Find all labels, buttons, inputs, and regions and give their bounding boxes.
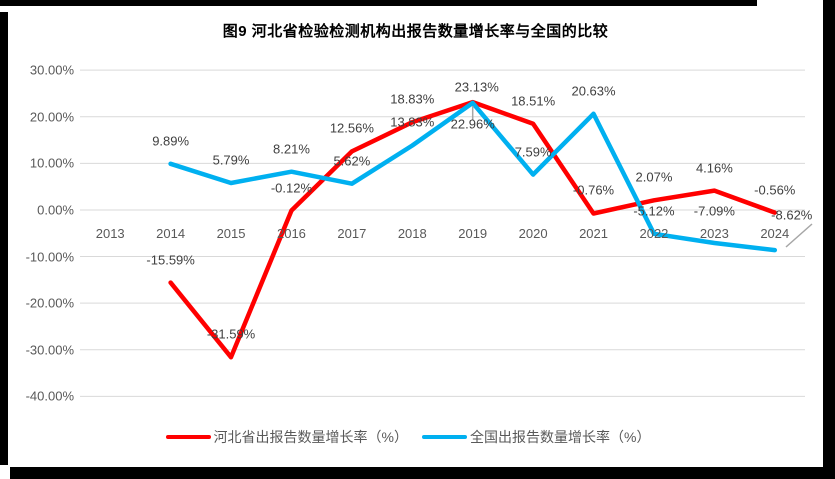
x-axis-label-2022: 2022 — [639, 226, 669, 241]
legend-label-hebei: 河北省出报告数量增长率（%） — [213, 429, 408, 445]
y-tick-label: 0.00% — [37, 202, 74, 218]
data-label-0-2022: 2.07% — [635, 169, 673, 185]
legend-line-red-icon — [165, 435, 211, 439]
legend-item-national: 全国出报告数量增长率（%） — [422, 427, 650, 447]
legend-label-national: 全国出报告数量增长率（%） — [470, 429, 651, 445]
label-leader-line — [785, 223, 813, 248]
legend-item-hebei: 河北省出报告数量增长率（%） — [165, 427, 408, 447]
data-label-1-2015: 5.79% — [212, 152, 250, 168]
y-tick-label: -40.00% — [25, 388, 74, 404]
x-axis-label-2018: 2018 — [397, 226, 427, 241]
x-axis-label-2021: 2021 — [579, 226, 608, 241]
y-tick-label: -10.00% — [25, 249, 74, 265]
data-label-0-2017: 12.56% — [329, 120, 374, 136]
x-axis-label-2019: 2019 — [458, 226, 488, 241]
data-label-0-2016: -0.12% — [270, 180, 313, 195]
data-label-0-2020: 18.51% — [511, 93, 556, 109]
data-label-0-2021: -0.76% — [572, 182, 615, 198]
x-axis-label-2023: 2023 — [699, 226, 729, 241]
data-label-1-2017: 5.62% — [333, 153, 371, 169]
legend-line-blue-icon — [422, 435, 467, 439]
x-axis-label-2016: 2016 — [276, 226, 306, 241]
y-tick-label: -30.00% — [25, 342, 74, 358]
y-tick-label: 30.00% — [29, 62, 74, 78]
data-label-1-2020: 7.59% — [514, 144, 552, 160]
x-axis-label-2024: 2024 — [760, 226, 790, 241]
black-border-left — [0, 12, 8, 465]
chart-area[interactable]: 图9 河北省检验检测机构出报告数量增长率与全国的比较 30.00% 20.00% 1… — [8, 6, 823, 467]
y-tick-label: 10.00% — [29, 155, 74, 171]
series-line-1 — [168, 100, 778, 253]
black-border-right — [823, 0, 835, 479]
x-axis-label-2015: 2015 — [216, 226, 246, 241]
chart-title: 图9 河北省检验检测机构出报告数量增长率与全国的比较 — [222, 23, 609, 40]
data-label-0-2023: 4.16% — [695, 160, 733, 176]
x-axis-label-2014: 2014 — [156, 226, 186, 241]
data-label-1-2014: 9.89% — [152, 133, 190, 149]
legend: 河北省出报告数量增长率（%） 全国出报告数量增长率（%） — [8, 427, 808, 447]
data-label-0-2019: 23.13% — [454, 79, 499, 95]
x-axis-label-2013: 2013 — [95, 226, 125, 241]
data-label-1-2019: 22.96% — [450, 116, 495, 132]
data-label-1-2018: 13.83% — [390, 114, 435, 130]
data-label-1-2022: -5.12% — [633, 203, 675, 219]
data-label-1-2016: 8.21% — [273, 141, 310, 157]
y-tick-label: -20.00% — [25, 295, 74, 311]
data-label-0-2015: -31.59% — [206, 326, 256, 342]
black-border-bottom — [10, 467, 835, 479]
plot-svg — [80, 69, 813, 397]
y-tick-label: 20.00% — [29, 109, 74, 125]
data-label-0-2018: 18.83% — [390, 91, 435, 107]
x-axis-label-2017: 2017 — [337, 226, 367, 241]
black-border-top — [0, 0, 757, 6]
x-axis-label-2020: 2020 — [518, 226, 548, 241]
data-label-1-2024: -8.62% — [771, 207, 813, 223]
data-label-0-2024: -0.56% — [754, 182, 796, 198]
data-label-0-2014: -15.59% — [146, 252, 195, 268]
data-label-1-2021: 20.63% — [571, 83, 616, 99]
data-label-1-2023: -7.09% — [693, 203, 735, 219]
